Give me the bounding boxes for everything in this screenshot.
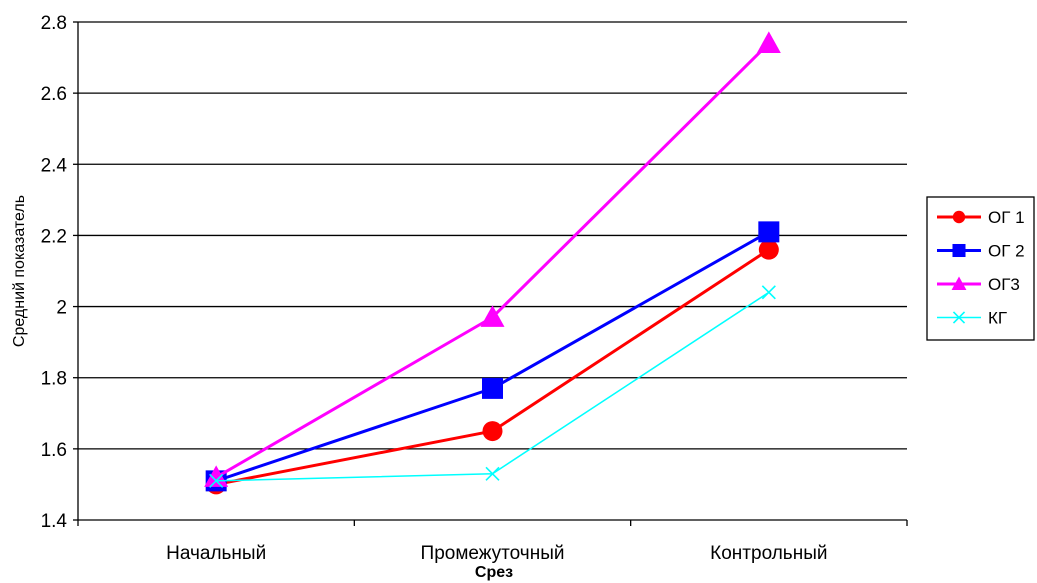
data-point (952, 243, 966, 258)
x-tick-label: Промежуточный (421, 543, 565, 564)
data-point (204, 465, 229, 487)
x-tick-label: Контрольный (710, 543, 827, 564)
legend-label: КГ (988, 309, 1007, 328)
legend-label: ОГ 1 (988, 208, 1025, 227)
legend-item: ОГ 1 (937, 208, 1025, 227)
legend-label: ОГ 2 (988, 242, 1025, 261)
y-tick-label: 1.8 (41, 369, 67, 390)
series-4 (209, 285, 776, 488)
data-point (482, 377, 503, 399)
series-2 (205, 221, 780, 492)
data-point (761, 285, 776, 300)
legend-label: ОГ3 (988, 275, 1020, 294)
y-tick-label: 1.6 (41, 440, 67, 461)
y-tick-labels: 1.4 1.6 1.8 2 2.2 2.4 2.6 2.8 (41, 13, 68, 532)
legend-item: КГ (937, 309, 1007, 328)
data-point (952, 210, 966, 224)
series-line (215, 42, 770, 479)
legend-box (926, 196, 1035, 341)
data-point-stroke (209, 473, 224, 488)
data-point (480, 305, 505, 327)
data-point (952, 311, 966, 324)
series-line (215, 230, 770, 483)
x-axis-label: Срез (475, 564, 513, 581)
y-tick-label: 2.6 (41, 84, 67, 105)
y-axis-label: Средний показатель (11, 195, 28, 347)
data-point-stroke (761, 285, 776, 300)
data-point (758, 239, 779, 260)
y-tick-label: 2.2 (41, 226, 67, 247)
x-tick-label: Начальный (166, 543, 266, 564)
y-tick-label: 2.4 (41, 155, 68, 176)
data-point (951, 276, 967, 290)
y-tick-label: 2 (56, 298, 67, 319)
data-point (758, 221, 780, 243)
data-point (209, 473, 224, 488)
y-tick-label: 1.4 (41, 511, 68, 532)
data-point (485, 466, 500, 481)
series-group (204, 31, 781, 495)
legend-item: ОГ3 (937, 275, 1020, 294)
x-tick-labels: Начальный Промежуточный Контрольный (166, 543, 827, 564)
legend-item: ОГ 2 (937, 242, 1025, 261)
data-point (756, 31, 781, 53)
data-point-stroke (485, 466, 500, 481)
data-point (482, 421, 503, 442)
legend: ОГ 1 ОГ 2 ОГ3 КГ (926, 196, 1035, 341)
y-tick-label: 2.8 (41, 13, 67, 34)
data-point-stroke (952, 311, 966, 324)
series-3 (204, 31, 781, 487)
axes (73, 21, 908, 526)
